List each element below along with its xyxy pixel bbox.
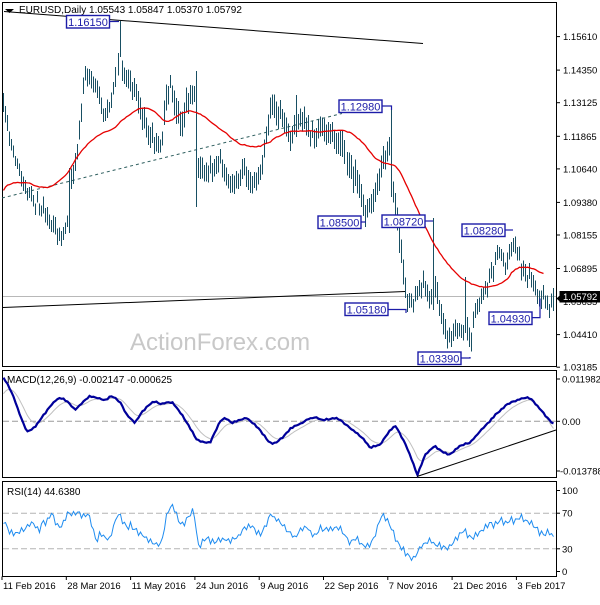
- svg-text:1.08500: 1.08500: [320, 217, 360, 229]
- svg-text:28 Mar 2016: 28 Mar 2016: [67, 581, 120, 592]
- svg-text:30: 30: [562, 544, 573, 555]
- svg-text:1.08155: 1.08155: [563, 231, 597, 242]
- svg-text:7 Nov 2016: 7 Nov 2016: [389, 581, 438, 592]
- svg-text:1.10640: 1.10640: [563, 164, 597, 175]
- svg-text:1.08280: 1.08280: [464, 225, 504, 237]
- svg-text:1.11865: 1.11865: [563, 132, 597, 143]
- svg-text:1.14350: 1.14350: [563, 66, 597, 77]
- svg-text:1.03390: 1.03390: [420, 353, 460, 365]
- svg-text:1.06895: 1.06895: [563, 264, 597, 275]
- svg-text:EURUSD,Daily 1.05543 1.05847: EURUSD,Daily 1.05543 1.05847 1.05370 1.0…: [19, 5, 242, 16]
- svg-text:1.05180: 1.05180: [347, 304, 387, 316]
- svg-text:1.12980: 1.12980: [341, 101, 381, 113]
- svg-text:0.00: 0.00: [562, 417, 581, 428]
- svg-text:21 Dec 2016: 21 Dec 2016: [453, 581, 507, 592]
- svg-text:0.011982: 0.011982: [562, 375, 600, 386]
- svg-text:24 Jun 2016: 24 Jun 2016: [196, 581, 248, 592]
- svg-text:1.16150: 1.16150: [68, 17, 108, 29]
- svg-text:RSI(14) 44.6380: RSI(14) 44.6380: [7, 487, 81, 498]
- svg-text:22 Sep 2016: 22 Sep 2016: [325, 581, 379, 592]
- svg-text:1.15610: 1.15610: [563, 32, 597, 43]
- svg-text:70: 70: [562, 509, 573, 520]
- svg-text:1.04410: 1.04410: [563, 330, 597, 341]
- svg-text:ActionForex.com: ActionForex.com: [130, 329, 310, 356]
- svg-text:11 Feb 2016: 11 Feb 2016: [3, 581, 56, 592]
- svg-text:1.08720: 1.08720: [384, 216, 424, 228]
- svg-text:MACD(12,26,9) -0.002147 -0.000: MACD(12,26,9) -0.002147 -0.000625: [7, 375, 173, 386]
- svg-text:-0.013788: -0.013788: [560, 467, 600, 478]
- svg-text:9 Aug 2016: 9 Aug 2016: [260, 581, 308, 592]
- svg-text:0: 0: [562, 567, 567, 578]
- svg-text:1.04930: 1.04930: [491, 313, 531, 325]
- svg-text:1.09380: 1.09380: [563, 198, 597, 209]
- svg-text:3 Feb 2017: 3 Feb 2017: [517, 581, 565, 592]
- svg-text:1.13125: 1.13125: [563, 98, 597, 109]
- svg-text:100: 100: [562, 486, 578, 497]
- svg-text:1.03185: 1.03185: [563, 363, 597, 374]
- svg-text:11 May 2016: 11 May 2016: [132, 581, 186, 592]
- svg-text:1.05792: 1.05792: [563, 292, 597, 303]
